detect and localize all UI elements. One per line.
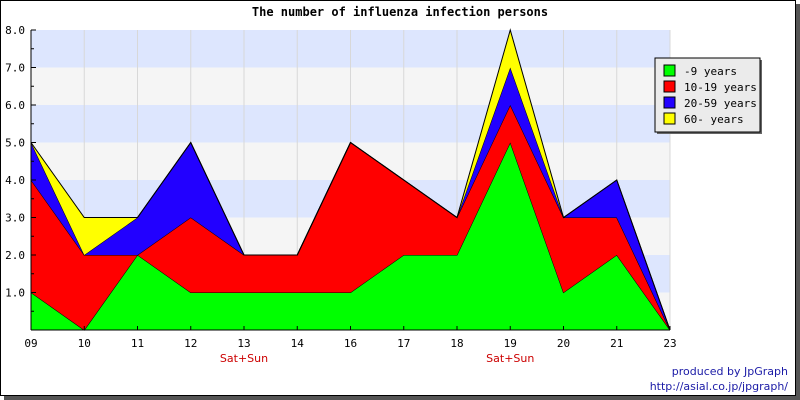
- legend-swatch: [663, 80, 676, 93]
- y-tick-label: 3.0: [5, 212, 25, 225]
- frame-shadow-right: [796, 4, 800, 400]
- y-tick-label: 7.0: [5, 62, 25, 75]
- legend-label: 20-59 years: [684, 97, 757, 110]
- y-tick-label: 4.0: [5, 174, 25, 187]
- x-tick-label: 11: [131, 337, 144, 350]
- x-tick-label: 18: [450, 337, 463, 350]
- x-tick-labels: 09 10 11 12 13 Sat+Sun 14 16 17 18 19 Sat+Sun 20 21 23: [24, 337, 676, 365]
- legend-label: 10-19 years: [684, 81, 757, 94]
- area-20-59-years: [31, 67, 670, 330]
- legend-swatch: [663, 64, 676, 77]
- x-tick-label: 17: [397, 337, 410, 350]
- area--9-years: [31, 142, 670, 330]
- x-tick-label: 23: [663, 337, 676, 350]
- y-tick-labels: 1.0 2.0 3.0 4.0 5.0 6.0 7.0 8.0: [5, 24, 25, 300]
- area-outline: [30, 28, 671, 331]
- x-tick-label: 10: [78, 337, 91, 350]
- legend-swatch: [663, 112, 676, 125]
- x-tick-label: 13: [237, 337, 250, 350]
- axes: [30, 29, 671, 331]
- legend-label: -9 years: [684, 65, 737, 78]
- x-tick-label: 16: [344, 337, 357, 350]
- y-tick-label: 6.0: [5, 99, 25, 112]
- y-tick-label: 8.0: [5, 24, 25, 37]
- y-tick-label: 5.0: [5, 137, 25, 150]
- legend: -9 years 10-19 years 20-59 years 60- years: [654, 57, 762, 134]
- x-tick-label: 09: [24, 337, 37, 350]
- x-tick-label: 21: [610, 337, 623, 350]
- x-tick-label: 20: [557, 337, 570, 350]
- x-tick-label: 19: [504, 337, 517, 350]
- credit-url[interactable]: http://asial.co.jp/jpgraph/: [650, 380, 789, 393]
- area-10-19-years: [31, 105, 670, 330]
- legend-swatch: [663, 96, 676, 109]
- credit-text: produced by JpGraph: [672, 365, 788, 378]
- x-tick-label: 14: [291, 337, 305, 350]
- x-tick-sublabel: Sat+Sun: [220, 352, 268, 365]
- data-areas: [30, 28, 671, 331]
- legend-label: 60- years: [684, 113, 744, 126]
- x-tick-sublabel: Sat+Sun: [486, 352, 534, 365]
- y-tick-label: 1.0: [5, 287, 25, 300]
- x-tick-label: 12: [184, 337, 197, 350]
- chart-title: The number of influenza infection person…: [252, 5, 548, 19]
- y-tick-label: 2.0: [5, 249, 25, 262]
- frame-shadow-bottom: [4, 396, 800, 400]
